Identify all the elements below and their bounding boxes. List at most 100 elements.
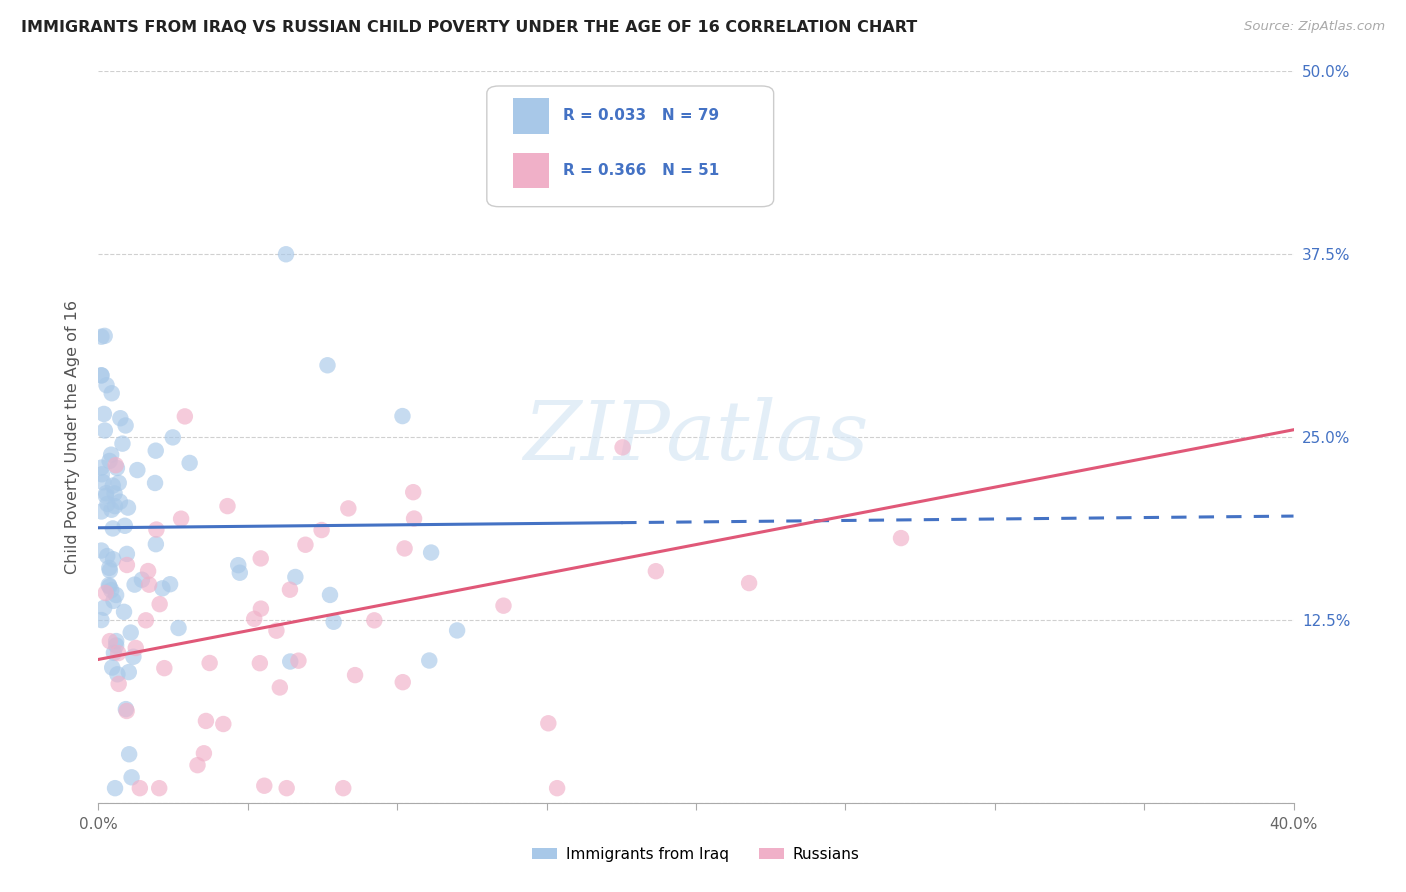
Point bbox=[284, 570, 307, 584]
Point bbox=[90, 504, 112, 518]
Text: ZIPatlas: ZIPatlas bbox=[523, 397, 869, 477]
Point bbox=[114, 418, 136, 433]
Point bbox=[145, 523, 167, 537]
Point bbox=[322, 615, 344, 629]
Point bbox=[344, 668, 367, 682]
Point bbox=[170, 511, 193, 525]
Point bbox=[112, 605, 135, 619]
Point bbox=[394, 541, 416, 556]
Point bbox=[167, 621, 190, 635]
Point bbox=[93, 600, 115, 615]
Point bbox=[121, 770, 143, 784]
Point bbox=[492, 599, 515, 613]
Point bbox=[186, 758, 208, 772]
Point bbox=[127, 463, 149, 477]
Point bbox=[101, 552, 124, 566]
Point bbox=[274, 247, 297, 261]
Point bbox=[90, 329, 112, 343]
Point bbox=[103, 486, 125, 500]
Point bbox=[145, 443, 167, 458]
Legend: Immigrants from Iraq, Russians: Immigrants from Iraq, Russians bbox=[526, 841, 866, 868]
Point bbox=[101, 478, 124, 492]
Point bbox=[243, 612, 266, 626]
Point bbox=[115, 547, 138, 561]
FancyBboxPatch shape bbox=[486, 86, 773, 207]
Point bbox=[418, 653, 440, 667]
Point bbox=[93, 329, 115, 343]
Text: R = 0.033   N = 79: R = 0.033 N = 79 bbox=[564, 109, 720, 123]
Point bbox=[612, 441, 634, 455]
Point bbox=[97, 578, 120, 592]
Y-axis label: Child Poverty Under the Age of 16: Child Poverty Under the Age of 16 bbox=[65, 300, 80, 574]
Point bbox=[107, 646, 129, 660]
Point bbox=[402, 485, 425, 500]
Bar bbox=[513, 98, 548, 134]
Point bbox=[128, 781, 150, 796]
Point bbox=[98, 454, 121, 468]
Point bbox=[118, 665, 141, 679]
Point bbox=[90, 467, 112, 482]
Point bbox=[96, 549, 118, 563]
Bar bbox=[513, 153, 548, 188]
Point bbox=[110, 411, 132, 425]
Point bbox=[148, 781, 170, 796]
Point bbox=[91, 475, 114, 490]
Point bbox=[644, 564, 666, 578]
Point bbox=[250, 601, 273, 615]
Point bbox=[278, 582, 301, 597]
Point bbox=[145, 537, 167, 551]
Point bbox=[111, 436, 134, 450]
Point bbox=[404, 511, 426, 525]
Point bbox=[249, 551, 271, 566]
Point bbox=[159, 577, 181, 591]
Point bbox=[122, 649, 145, 664]
Point bbox=[198, 656, 221, 670]
Point bbox=[96, 378, 118, 392]
Point bbox=[120, 625, 142, 640]
Point bbox=[114, 518, 136, 533]
Point bbox=[94, 424, 117, 438]
Point bbox=[269, 681, 291, 695]
Point bbox=[94, 486, 117, 500]
Point bbox=[103, 646, 125, 660]
Point bbox=[143, 475, 166, 490]
Point bbox=[136, 564, 159, 578]
Point bbox=[131, 573, 153, 587]
Point bbox=[115, 558, 138, 572]
Point bbox=[266, 624, 288, 638]
Point bbox=[105, 634, 128, 648]
Point bbox=[162, 430, 184, 444]
Point bbox=[103, 594, 125, 608]
Point bbox=[316, 358, 339, 372]
Point bbox=[194, 714, 217, 728]
Point bbox=[98, 634, 121, 648]
Point bbox=[193, 746, 215, 760]
Point bbox=[124, 577, 146, 591]
Point bbox=[890, 531, 912, 545]
Point bbox=[149, 597, 172, 611]
Point bbox=[105, 639, 128, 653]
Point bbox=[104, 499, 127, 513]
Point bbox=[107, 677, 129, 691]
Point bbox=[337, 501, 360, 516]
Point bbox=[117, 500, 139, 515]
Point bbox=[118, 747, 141, 762]
Point bbox=[101, 521, 124, 535]
Point bbox=[420, 545, 443, 559]
Point bbox=[100, 386, 122, 401]
Point bbox=[249, 656, 271, 670]
Point bbox=[294, 538, 316, 552]
Point bbox=[738, 576, 761, 591]
Point bbox=[153, 661, 176, 675]
Point bbox=[253, 779, 276, 793]
Point bbox=[101, 660, 124, 674]
Point bbox=[98, 561, 121, 575]
Point bbox=[546, 781, 568, 796]
Point bbox=[125, 640, 148, 655]
Point bbox=[391, 675, 413, 690]
Point bbox=[115, 702, 138, 716]
Point bbox=[152, 582, 174, 596]
Point bbox=[179, 456, 201, 470]
Point bbox=[332, 781, 354, 796]
Point bbox=[100, 448, 122, 462]
